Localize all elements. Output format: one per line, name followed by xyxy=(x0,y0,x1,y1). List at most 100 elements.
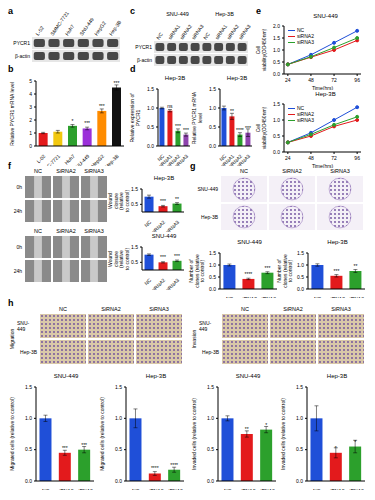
svg-text:0.5: 0.5 xyxy=(273,133,280,139)
svg-text:Time(hrs): Time(hrs) xyxy=(312,163,334,168)
svg-text:siRNA3: siRNA3 xyxy=(173,153,189,166)
svg-text:1.0: 1.0 xyxy=(273,117,280,123)
svg-text:3: 3 xyxy=(29,104,32,110)
svg-text:siRNA3: siRNA3 xyxy=(76,488,93,490)
svg-text:1.0: 1.0 xyxy=(209,105,216,111)
svg-text:siRNA2: siRNA2 xyxy=(240,296,257,298)
svg-text:PYCR1: PYCR1 xyxy=(135,44,152,50)
svg-text:0.0: 0.0 xyxy=(297,286,304,292)
svg-text:0.5: 0.5 xyxy=(209,274,216,280)
svg-text:***: *** xyxy=(160,198,166,204)
svg-text:Huh7: Huh7 xyxy=(63,153,76,166)
svg-text:48: 48 xyxy=(308,155,314,161)
svg-text:****: **** xyxy=(245,271,253,277)
svg-text:0.0: 0.0 xyxy=(296,478,303,484)
svg-text:**: ** xyxy=(245,426,249,432)
svg-text:0: 0 xyxy=(29,143,32,149)
svg-text:1.5: 1.5 xyxy=(296,384,303,390)
svg-text:2: 2 xyxy=(29,117,32,123)
svg-text:1.5: 1.5 xyxy=(131,244,138,250)
svg-text:1.0: 1.0 xyxy=(273,47,280,53)
svg-text:0.5: 0.5 xyxy=(297,274,304,280)
svg-text:***: *** xyxy=(264,265,270,271)
svg-text:0.0: 0.0 xyxy=(209,143,216,149)
svg-text:1.0: 1.0 xyxy=(207,415,214,421)
svg-text:***: *** xyxy=(175,123,181,129)
svg-text:L-02: L-02 xyxy=(34,25,45,37)
svg-text:0.5: 0.5 xyxy=(131,201,138,207)
svg-text:siRNA3: siRNA3 xyxy=(164,277,180,290)
svg-text:1: 1 xyxy=(29,130,32,136)
svg-text:0.0: 0.0 xyxy=(25,478,32,484)
svg-text:siRNA3: siRNA3 xyxy=(235,153,251,166)
svg-text:96: 96 xyxy=(354,77,360,83)
svg-text:Time(hrs): Time(hrs) xyxy=(312,85,334,90)
svg-text:HepG2: HepG2 xyxy=(93,20,107,37)
svg-text:1.0: 1.0 xyxy=(296,415,303,421)
svg-text:0.5: 0.5 xyxy=(296,446,303,452)
svg-text:0.0: 0.0 xyxy=(147,143,154,149)
svg-text:2.0: 2.0 xyxy=(273,23,280,29)
svg-text:SMMC-7721: SMMC-7721 xyxy=(37,153,61,166)
svg-text:***: *** xyxy=(84,120,90,126)
svg-text:NC: NC xyxy=(226,296,234,298)
svg-text:siRNA3: siRNA3 xyxy=(164,219,180,232)
svg-text:ns: ns xyxy=(167,103,173,109)
svg-text:0.0: 0.0 xyxy=(115,478,122,484)
svg-text:****: **** xyxy=(151,465,159,471)
svg-text:PYCR1: PYCR1 xyxy=(13,40,30,46)
svg-text:L-02: L-02 xyxy=(35,153,46,164)
svg-text:0.0: 0.0 xyxy=(209,286,216,292)
svg-text:0.5: 0.5 xyxy=(115,446,122,452)
svg-text:siRNA3: siRNA3 xyxy=(237,23,252,41)
svg-text:1.5: 1.5 xyxy=(297,250,304,256)
svg-text:NC: NC xyxy=(155,31,164,41)
svg-text:***: *** xyxy=(81,442,87,448)
svg-text:1.5: 1.5 xyxy=(147,86,154,92)
svg-text:***: *** xyxy=(245,125,251,131)
svg-text:1.0: 1.0 xyxy=(25,415,32,421)
svg-text:0.0: 0.0 xyxy=(273,149,280,155)
svg-text:β-actin: β-actin xyxy=(15,53,30,59)
svg-text:1.5: 1.5 xyxy=(131,186,138,192)
svg-text:0.5: 0.5 xyxy=(207,446,214,452)
svg-text:****: **** xyxy=(170,462,178,468)
svg-text:NC: NC xyxy=(132,488,140,490)
svg-text:1.0: 1.0 xyxy=(147,105,154,111)
svg-text:NC: NC xyxy=(143,219,153,229)
svg-text:1.5: 1.5 xyxy=(209,250,216,256)
svg-text:***: *** xyxy=(333,268,339,274)
svg-text:0.5: 0.5 xyxy=(131,259,138,265)
svg-text:siRNA2: siRNA2 xyxy=(328,488,345,490)
svg-text:siRNA3: siRNA3 xyxy=(347,296,364,298)
svg-text:72: 72 xyxy=(331,77,337,83)
svg-text:**: ** xyxy=(353,263,357,269)
svg-text:1.5: 1.5 xyxy=(25,384,32,390)
svg-text:SNU-449: SNU-449 xyxy=(166,11,189,17)
svg-text:Hep-3B: Hep-3B xyxy=(108,19,123,37)
svg-text:4: 4 xyxy=(29,91,32,97)
svg-text:0.5: 0.5 xyxy=(25,446,32,452)
svg-text:siRNA2: siRNA2 xyxy=(328,296,345,298)
svg-text:0.0: 0.0 xyxy=(207,478,214,484)
svg-text:NC: NC xyxy=(224,488,232,490)
svg-text:***: *** xyxy=(114,80,120,86)
svg-text:*: * xyxy=(335,445,337,451)
svg-text:72: 72 xyxy=(331,155,337,161)
svg-text:***: *** xyxy=(99,103,105,109)
svg-text:Hep-3B: Hep-3B xyxy=(215,11,234,17)
svg-text:24: 24 xyxy=(285,155,291,161)
svg-text:***: *** xyxy=(160,254,166,260)
svg-text:*: * xyxy=(354,439,356,445)
svg-text:0.0: 0.0 xyxy=(273,71,280,77)
svg-text:1.0: 1.0 xyxy=(115,415,122,421)
svg-text:24: 24 xyxy=(285,77,291,83)
svg-text:NC: NC xyxy=(143,277,153,287)
svg-text:β-actin: β-actin xyxy=(137,57,152,63)
svg-text:***: *** xyxy=(62,445,68,451)
svg-text:siRNA3: siRNA3 xyxy=(259,296,276,298)
svg-text:*: * xyxy=(265,422,267,428)
svg-text:0.5: 0.5 xyxy=(273,59,280,65)
svg-text:1.5: 1.5 xyxy=(115,384,122,390)
svg-text:Huh7: Huh7 xyxy=(64,23,76,36)
